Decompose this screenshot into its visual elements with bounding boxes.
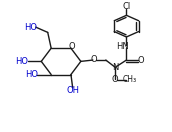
Text: OH: OH bbox=[66, 86, 79, 95]
Text: O: O bbox=[68, 42, 75, 51]
Text: HN: HN bbox=[116, 42, 128, 51]
Text: HO: HO bbox=[15, 57, 28, 66]
Text: O: O bbox=[90, 55, 97, 64]
Text: HO: HO bbox=[24, 23, 37, 32]
Text: O: O bbox=[137, 56, 144, 65]
Text: HO: HO bbox=[25, 70, 38, 79]
Text: O: O bbox=[112, 75, 119, 84]
Text: N: N bbox=[112, 63, 119, 72]
Text: Cl: Cl bbox=[122, 2, 131, 11]
Text: CH₃: CH₃ bbox=[123, 75, 137, 84]
